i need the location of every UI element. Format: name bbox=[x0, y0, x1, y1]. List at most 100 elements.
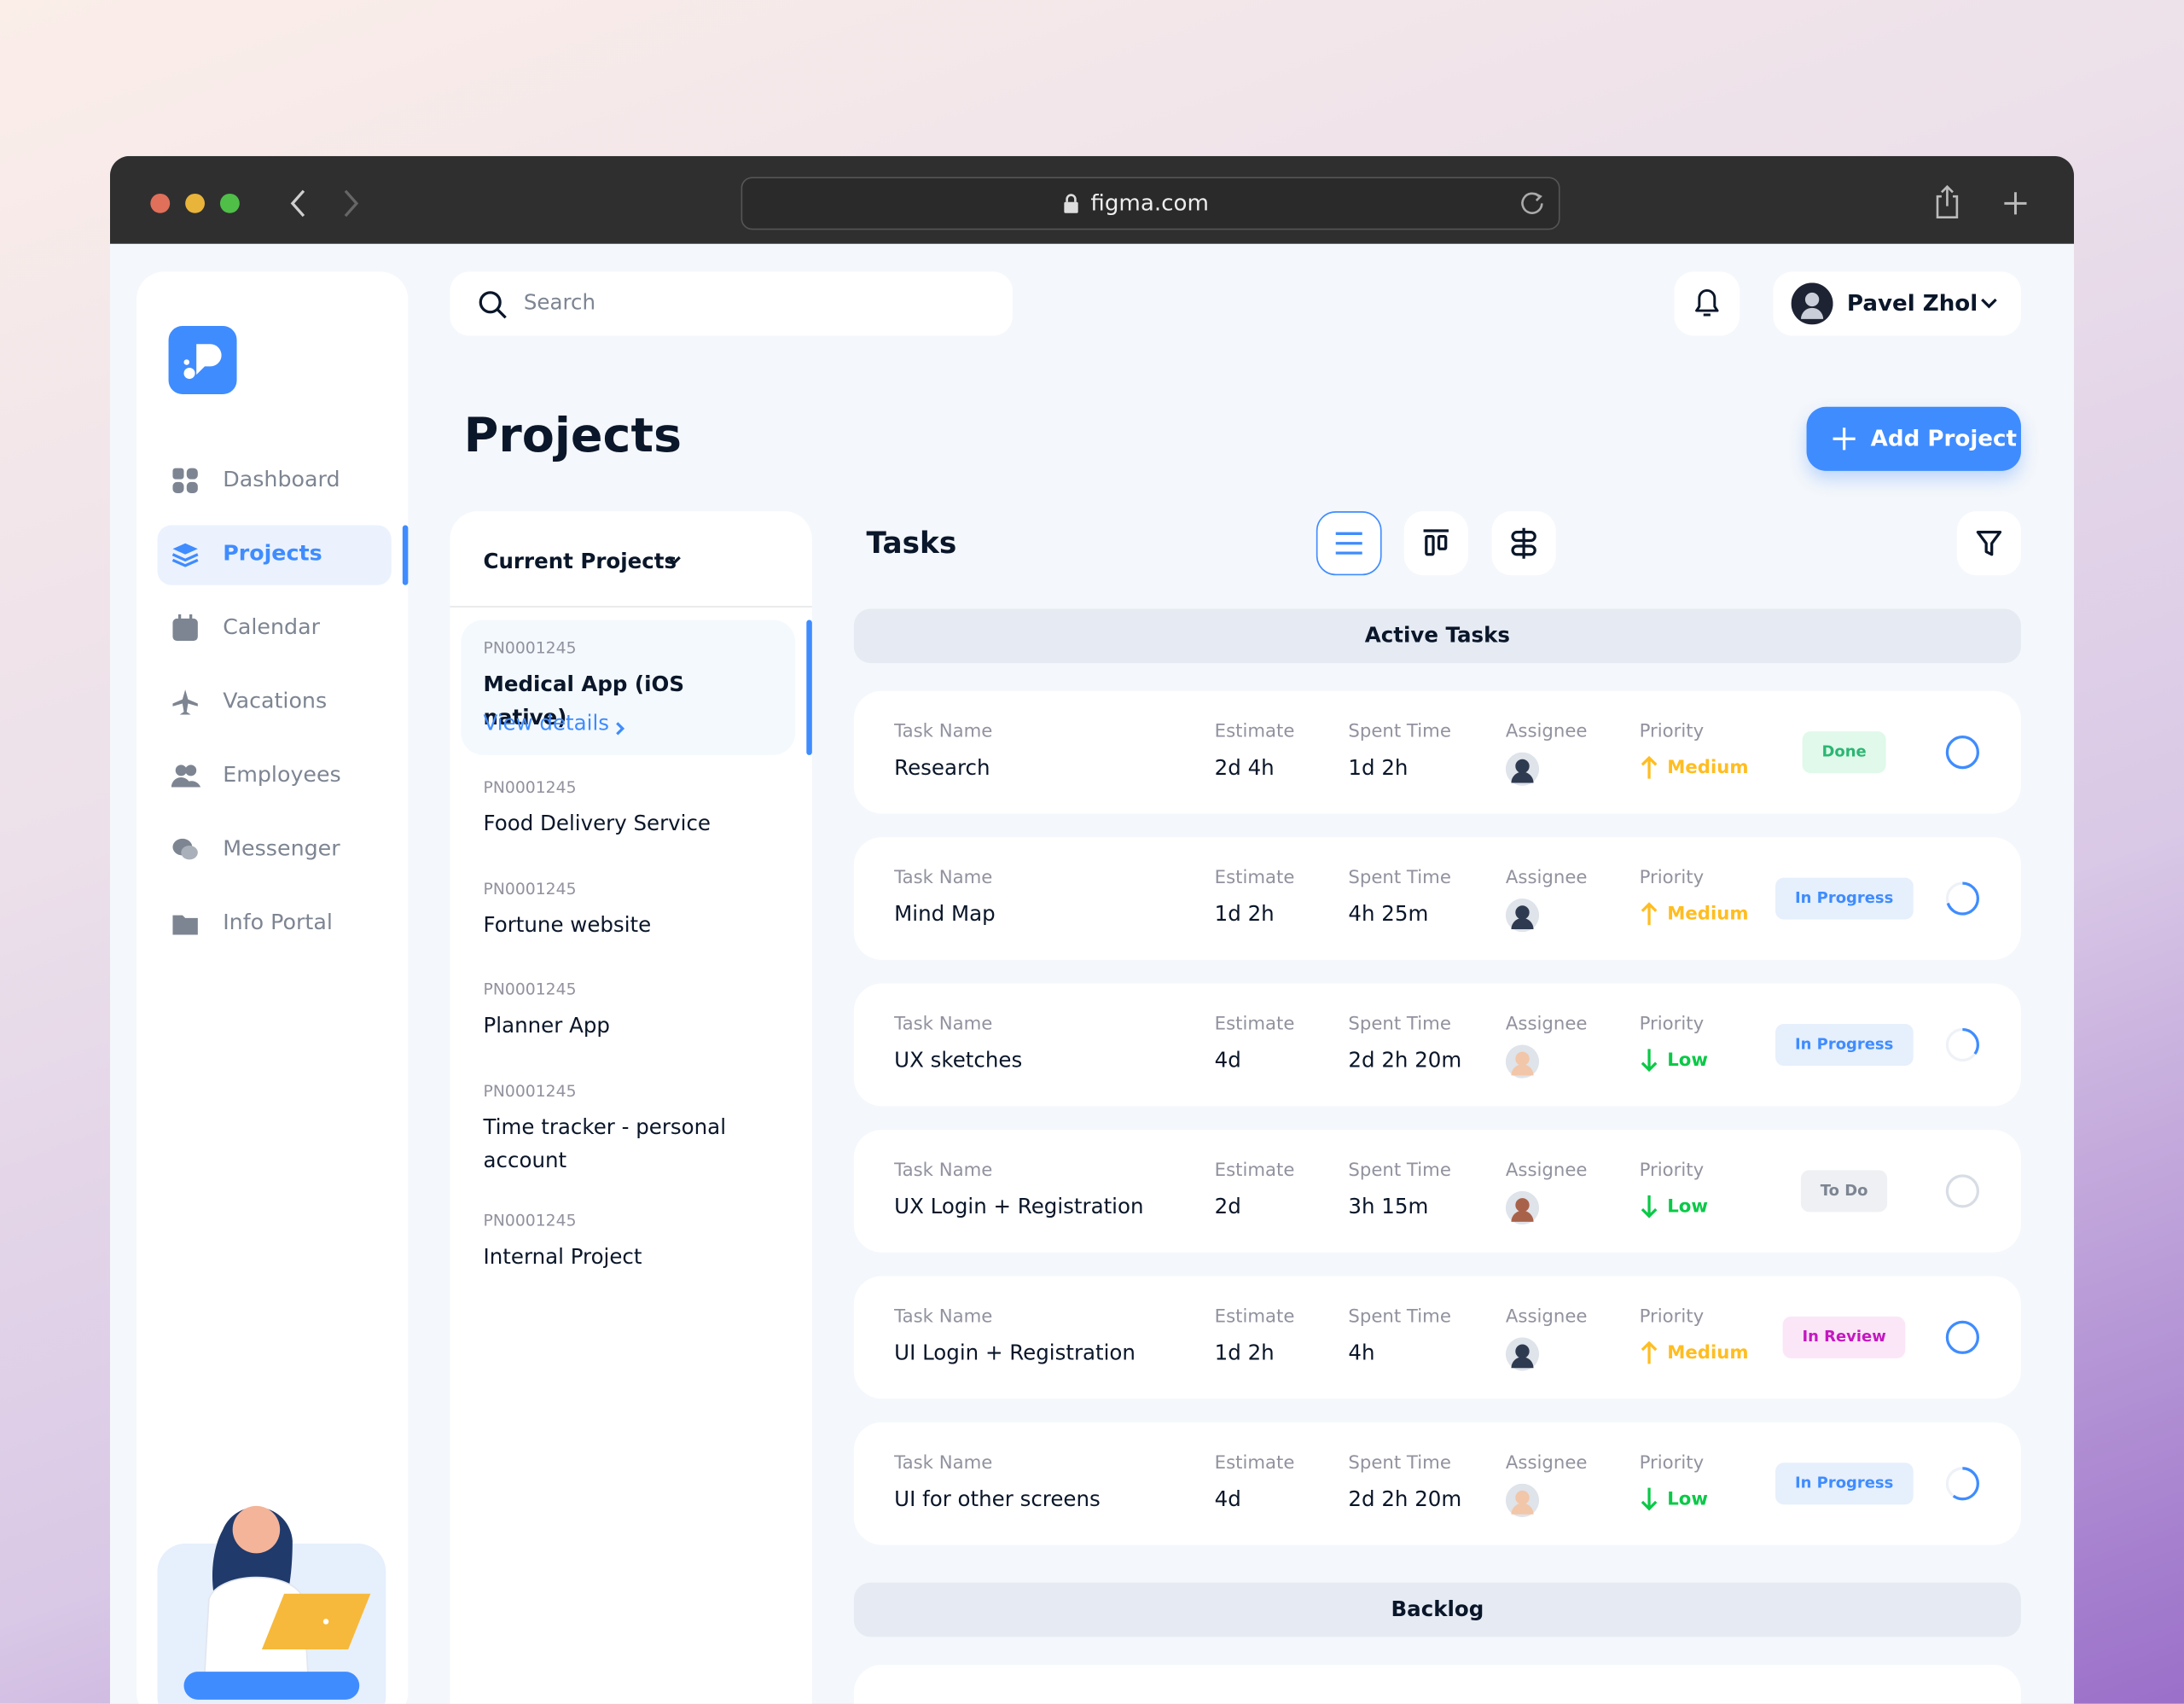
column-label: Estimate bbox=[1214, 868, 1295, 889]
nav-item[interactable]: Calendar bbox=[223, 614, 321, 640]
reload-icon[interactable] bbox=[1519, 189, 1547, 218]
projects-panel-header[interactable]: Current Projects bbox=[483, 549, 677, 574]
add-project-label: Add Project bbox=[1870, 424, 2017, 451]
address-bar[interactable] bbox=[741, 177, 1560, 230]
task-estimate: 2d 4h bbox=[1214, 754, 1275, 781]
minimize-dot[interactable] bbox=[185, 193, 205, 213]
lock-icon bbox=[1064, 194, 1078, 213]
column-label: Task Name bbox=[894, 1306, 993, 1328]
assignee-avatar bbox=[1505, 1483, 1540, 1517]
notifications-button[interactable] bbox=[1674, 271, 1740, 336]
project-name[interactable]: Fortune website bbox=[483, 912, 652, 938]
project-name[interactable]: Medical App (iOS native) bbox=[483, 671, 684, 730]
scroll-indicator bbox=[806, 619, 812, 755]
task-estimate: 1d 2h bbox=[1214, 1340, 1275, 1365]
nav-item[interactable]: Dashboard bbox=[223, 466, 340, 492]
progress-circle bbox=[1943, 1026, 1983, 1065]
nav-item[interactable]: Info Portal bbox=[223, 910, 333, 935]
assignee-avatar bbox=[1505, 899, 1540, 933]
priority-value: Low bbox=[1667, 1489, 1709, 1510]
timeline-view-button[interactable] bbox=[1491, 511, 1556, 576]
task-row[interactable]: Task Name Estimate Spent Time Assignee Prior… bbox=[853, 690, 2021, 814]
close-dot[interactable] bbox=[150, 193, 171, 213]
priority-value: Low bbox=[1667, 1050, 1709, 1072]
task-row[interactable]: Task Name Estimate Spent Time Assignee Prior… bbox=[853, 1276, 2021, 1399]
column-label: Assignee bbox=[1505, 1306, 1588, 1328]
status-badge[interactable]: In Review bbox=[1782, 1316, 1906, 1358]
view-details-link[interactable]: View details bbox=[483, 710, 610, 736]
dropdown-icon[interactable] bbox=[665, 555, 682, 568]
column-label: Spent Time bbox=[1348, 1452, 1451, 1474]
task-name: UX Login + Registration bbox=[894, 1194, 1144, 1219]
task-row[interactable]: Task Name Estimate Spent Time Assignee Prior… bbox=[853, 1130, 2021, 1253]
filter-button[interactable] bbox=[1956, 511, 2021, 576]
maximize-dot[interactable] bbox=[219, 193, 240, 213]
list-view-button[interactable] bbox=[1316, 511, 1382, 576]
section-header: Backlog bbox=[853, 1582, 2021, 1637]
project-name[interactable]: Internal Project bbox=[483, 1243, 642, 1270]
new-tab-icon[interactable] bbox=[2001, 189, 2030, 218]
task-row[interactable]: Task Name Estimate Spent Time Assignee Prior… bbox=[853, 983, 2021, 1107]
column-label: Spent Time bbox=[1348, 868, 1451, 889]
assignee-avatar bbox=[1505, 1337, 1540, 1371]
share-icon[interactable] bbox=[1931, 184, 1962, 220]
status-badge[interactable]: To Do bbox=[1800, 1170, 1888, 1213]
nav-item[interactable]: Vacations bbox=[223, 688, 328, 713]
project-name[interactable]: Food Delivery Service bbox=[483, 811, 712, 836]
assignee-avatar bbox=[1505, 1190, 1540, 1225]
project-code: PN0001245 bbox=[483, 1210, 577, 1230]
nav-icon bbox=[171, 910, 200, 939]
project-name[interactable]: Time tracker - personal account bbox=[483, 1114, 727, 1173]
search-box[interactable] bbox=[450, 271, 1013, 336]
url: figma.com bbox=[1090, 189, 1209, 217]
task-row[interactable]: Task Name Estimate Spent Time Assignee Prior… bbox=[853, 837, 2021, 960]
column-label: Assignee bbox=[1505, 1452, 1588, 1474]
column-label: Priority bbox=[1639, 721, 1705, 743]
board-view-button[interactable] bbox=[1403, 511, 1468, 576]
column-label: Assignee bbox=[1505, 721, 1588, 743]
add-project-button[interactable]: Add Project bbox=[1806, 406, 2021, 471]
column-label: Spent Time bbox=[1348, 1014, 1451, 1036]
column-label: Priority bbox=[1639, 868, 1705, 889]
logo[interactable] bbox=[168, 326, 237, 395]
priority-arrow bbox=[1640, 1341, 1659, 1365]
task-row[interactable]: Task Name Estimate Spent Time Assignee Prior… bbox=[853, 1422, 2021, 1545]
nav-icon bbox=[171, 836, 200, 865]
status-badge[interactable]: In Progress bbox=[1775, 1023, 1914, 1066]
priority-arrow bbox=[1640, 901, 1659, 926]
assignee-avatar bbox=[1505, 752, 1540, 786]
column-label: Task Name bbox=[894, 1160, 993, 1182]
project-code: PN0001245 bbox=[483, 637, 577, 658]
status-badge[interactable]: In Progress bbox=[1775, 1463, 1914, 1505]
column-label: Assignee bbox=[1505, 1014, 1588, 1036]
nav-item[interactable]: Messenger bbox=[223, 835, 340, 861]
section-title: Active Tasks bbox=[1364, 622, 1510, 648]
illustration bbox=[183, 1505, 371, 1700]
column-label: Estimate bbox=[1214, 1452, 1295, 1474]
status-badge[interactable]: Done bbox=[1802, 731, 1886, 774]
priority-arrow bbox=[1640, 755, 1659, 780]
task-name: UI Login + Registration bbox=[894, 1340, 1136, 1365]
status-badge[interactable]: In Progress bbox=[1775, 877, 1914, 920]
column-label: Priority bbox=[1639, 1014, 1705, 1036]
progress-circle bbox=[1943, 1464, 1983, 1503]
column-label: Estimate bbox=[1214, 1014, 1295, 1036]
project-name[interactable]: Planner App bbox=[483, 1012, 610, 1038]
nav-arrows[interactable] bbox=[284, 187, 368, 220]
priority-arrow bbox=[1640, 1048, 1659, 1073]
nav-item[interactable]: Projects bbox=[223, 540, 322, 566]
column-label: Spent Time bbox=[1348, 721, 1451, 743]
search-placeholder: Search bbox=[523, 289, 596, 315]
nav-item[interactable]: Employees bbox=[223, 762, 341, 788]
chevron-icon bbox=[613, 716, 626, 736]
column-label: Estimate bbox=[1214, 1160, 1295, 1182]
column-label: Spent Time bbox=[1348, 1306, 1451, 1328]
nav-icon bbox=[171, 467, 200, 496]
column-label: Assignee bbox=[1505, 1160, 1588, 1182]
user-menu[interactable]: Pavel Zhol bbox=[1773, 271, 2021, 336]
task-row bbox=[853, 1665, 2021, 1704]
column-label: Task Name bbox=[894, 721, 993, 743]
priority-value: Medium bbox=[1667, 904, 1749, 926]
priority-arrow bbox=[1640, 1194, 1659, 1218]
